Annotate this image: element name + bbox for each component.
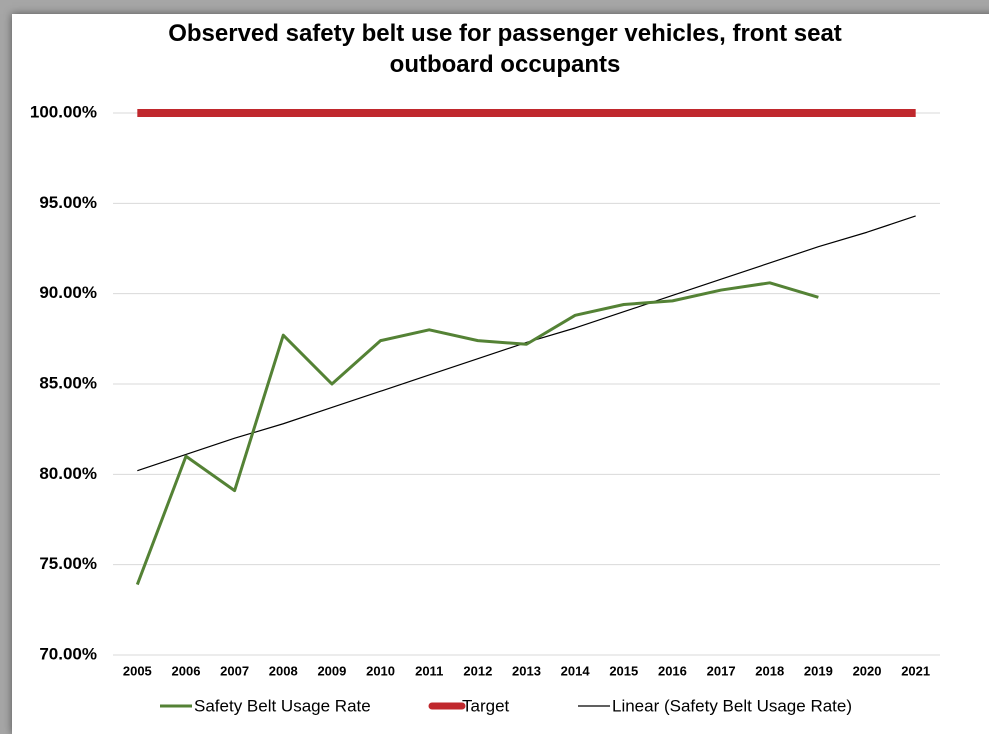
y-tick-label: 85.00% xyxy=(39,373,97,392)
page: Observed safety belt use for passenger v… xyxy=(12,14,989,734)
x-tick-label: 2007 xyxy=(220,663,249,678)
x-tick-label: 2018 xyxy=(755,663,784,678)
chart: 70.00% 75.00% 80.00% 85.00% 90.00% 95.00% 100.… xyxy=(30,102,940,715)
x-tick-label: 2015 xyxy=(609,663,638,678)
x-tick-label: 2017 xyxy=(707,663,736,678)
x-tick-label: 2009 xyxy=(317,663,346,678)
x-tick-label: 2011 xyxy=(415,663,443,678)
legend-label: Linear (Safety Belt Usage Rate) xyxy=(612,696,852,715)
x-tick-label: 2006 xyxy=(172,663,201,678)
y-tick-label: 80.00% xyxy=(39,464,97,483)
x-tick-label: 2012 xyxy=(463,663,492,678)
x-tick-label: 2010 xyxy=(366,663,395,678)
series-line xyxy=(135,281,819,586)
chart-frame xyxy=(12,14,989,734)
x-tick-label: 2008 xyxy=(269,663,298,678)
x-tick-label: 2005 xyxy=(123,663,152,678)
x-tick-label: 2020 xyxy=(853,663,882,678)
y-tick-label: 100.00% xyxy=(30,102,97,121)
x-tick-label: 2019 xyxy=(804,663,833,678)
legend-label: Safety Belt Usage Rate xyxy=(194,696,371,715)
legend-label: Target xyxy=(462,696,510,715)
y-tick-label: 70.00% xyxy=(39,644,97,663)
x-tick-label: 2013 xyxy=(512,663,541,678)
x-tick-label: 2014 xyxy=(561,663,591,678)
x-tick-label: 2021 xyxy=(901,663,930,678)
y-tick-label: 95.00% xyxy=(39,193,97,212)
y-tick-label: 75.00% xyxy=(39,554,97,573)
x-tick-label: 2016 xyxy=(658,663,687,678)
chart-title: Observed safety belt use for passenger v… xyxy=(168,20,842,78)
series-line xyxy=(137,215,916,472)
y-tick-label: 90.00% xyxy=(39,283,97,302)
